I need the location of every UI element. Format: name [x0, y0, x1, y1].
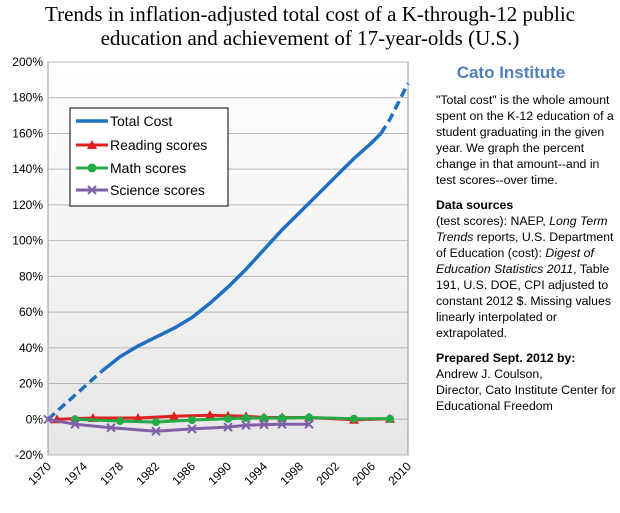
- y-tick-label: 60%: [19, 305, 43, 319]
- data-point: [133, 413, 143, 423]
- data-sources: Data sources (test scores): NAEP, Long T…: [436, 197, 620, 341]
- data-sources-italic-2: Digest of Education Statistics 2011: [436, 246, 594, 276]
- y-tick-label: 80%: [19, 269, 43, 283]
- y-tick-label: 140%: [12, 162, 43, 176]
- data-point: [106, 422, 116, 433]
- total-cost-definition: "Total cost" is the whole amount spent o…: [436, 93, 614, 187]
- legend-marker-math: [87, 163, 97, 173]
- series-line-segment-1: [100, 132, 383, 373]
- y-tick-label: 100%: [12, 234, 43, 248]
- chart-title-line-2: education and achievement of 17-year-old…: [100, 26, 520, 50]
- legend-label-math: Math scores: [110, 160, 186, 176]
- prepared-name: Andrew J. Coulson,: [436, 367, 543, 381]
- y-tick-label: -20%: [15, 448, 43, 462]
- y-tick-label: 20%: [19, 377, 43, 391]
- legend-label-reading: Reading scores: [110, 137, 207, 153]
- legend-label-science: Science scores: [110, 182, 205, 198]
- sidebar-notes: Cato Institute "Total cost" is the whole…: [436, 62, 620, 423]
- y-tick-label: 120%: [12, 198, 43, 212]
- data-point: [242, 414, 250, 423]
- data-point: [151, 426, 161, 436]
- data-point: [205, 410, 215, 420]
- x-tick-label: 1986: [169, 459, 198, 488]
- legend-label-total-cost: Total Cost: [110, 113, 172, 129]
- chart-title: Trends in inflation-adjusted total cost …: [0, 2, 620, 50]
- data-point: [241, 420, 251, 431]
- x-tick-label: 2002: [313, 459, 342, 488]
- data-point: [187, 424, 197, 434]
- data-point: [350, 414, 358, 423]
- y-tick-label: 40%: [19, 341, 43, 355]
- chart-title-line-1: Trends in inflation-adjusted total cost …: [45, 2, 575, 26]
- x-tick-label: 1998: [277, 459, 306, 488]
- prepared-by: Prepared Sept. 2012 by: Andrew J. Coulso…: [436, 350, 620, 414]
- data-point: [169, 411, 179, 421]
- legend: Total Cost Reading scores Math scores Sc…: [69, 107, 229, 207]
- x-tick-label: 1978: [97, 459, 126, 488]
- x-axis-tick-labels: 1970 1974 1978 1982 1986 1990 1994 1998 2002 2006…: [25, 459, 414, 488]
- y-tick-label: 200%: [12, 55, 43, 69]
- series-line: [47, 417, 309, 433]
- x-tick-label: 1982: [133, 459, 162, 488]
- data-point: [260, 414, 268, 423]
- series-line-segment-2: [379, 82, 410, 135]
- data-point: [304, 419, 314, 429]
- series-total-cost: [46, 82, 410, 421]
- y-tick-label: 160%: [12, 126, 43, 140]
- data-point: [277, 419, 287, 429]
- series-science-scores: [43, 414, 314, 436]
- organization-name: Cato Institute: [456, 63, 566, 82]
- x-tick-label: 1994: [241, 459, 270, 488]
- data-point: [259, 419, 269, 430]
- x-tick-label: 2010: [385, 459, 414, 488]
- data-point: [223, 422, 233, 432]
- data-point: [70, 419, 80, 429]
- data-sources-text-2: reports, U.S. Department of Education (c…: [436, 230, 614, 260]
- x-tick-label: 1990: [205, 459, 234, 488]
- data-point: [152, 418, 160, 427]
- data-point: [305, 413, 313, 422]
- legend-marker-science: [87, 185, 97, 195]
- data-point: [386, 414, 394, 423]
- data-sources-heading: Data sources: [436, 198, 514, 212]
- data-point: [116, 417, 124, 426]
- y-tick-label: 180%: [12, 91, 43, 105]
- data-point: [278, 414, 286, 423]
- y-axis-tick-labels: -20% 0% 20% 40% 60% 80% 100% 120% 140% 160% 180% 20…: [12, 55, 43, 462]
- data-sources-text-1: (test scores): NAEP,: [436, 214, 550, 228]
- series-group: [43, 82, 410, 436]
- x-tick-label: 1970: [25, 459, 54, 488]
- data-point: [188, 415, 196, 424]
- x-tick-label: 1974: [61, 459, 90, 488]
- data-point: [43, 414, 53, 424]
- data-point: [224, 414, 232, 423]
- prepared-heading: Prepared Sept. 2012 by:: [436, 351, 576, 365]
- legend-marker-reading: [87, 140, 97, 149]
- prepared-title: Director, Cato Institute Center for Educ…: [436, 383, 616, 413]
- data-sources-text-3: , Table 191, U.S. DOE, CPI adjusted to c…: [436, 262, 611, 340]
- x-tick-label: 2006: [349, 459, 378, 488]
- y-tick-label: 0%: [26, 412, 44, 426]
- series-math-scores: [71, 413, 394, 427]
- series-line-segment-0: [46, 369, 104, 421]
- data-sources-italic-1: Long Term Trends: [436, 214, 608, 244]
